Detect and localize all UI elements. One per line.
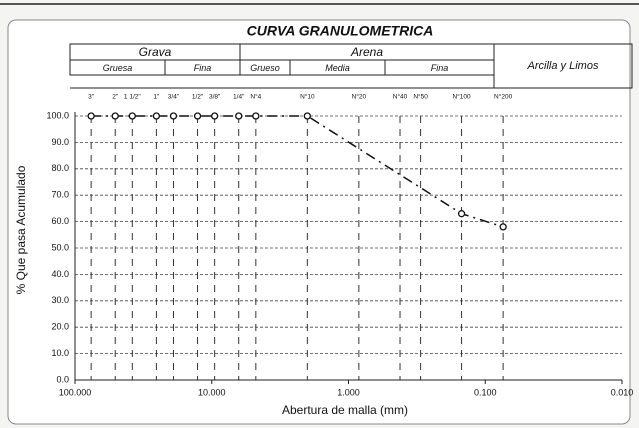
sieve-label: 1/2" xyxy=(192,94,204,101)
data-point xyxy=(152,112,161,120)
x-tick-label: 0.010 xyxy=(611,387,634,397)
sieve-label: 3" xyxy=(88,94,95,101)
data-point xyxy=(169,112,178,120)
sieve-label: 1 1/2" xyxy=(124,94,141,101)
chart-title: CURVA GRANULOMETRICA xyxy=(247,23,434,39)
data-point xyxy=(457,210,466,218)
y-tick-label: 40.0 xyxy=(51,269,69,279)
y-axis-label: % Que pasa Acumulado xyxy=(14,165,28,294)
zone-label: Arcilla y Limos xyxy=(527,60,599,72)
data-point xyxy=(235,112,243,120)
data-point xyxy=(499,223,507,231)
data-point xyxy=(128,112,136,120)
y-tick-label: 30.0 xyxy=(51,295,69,305)
sieve-label: 1/4" xyxy=(233,94,245,101)
subzone-label: Fina xyxy=(431,63,449,73)
x-tick-label: 10.000 xyxy=(198,387,226,397)
data-point xyxy=(87,112,95,120)
x-axis-label: Abertura de malla (mm) xyxy=(282,403,408,417)
y-tick-label: 80.0 xyxy=(51,163,69,173)
sieve-label: 3/8" xyxy=(209,94,221,101)
x-tick-label: 0.100 xyxy=(474,387,497,397)
sieve-label: N°4 xyxy=(250,93,261,101)
subzone-label: Grueso xyxy=(250,63,280,73)
zone-label: Arena xyxy=(350,45,383,59)
y-tick-label: 0.0 xyxy=(56,374,69,384)
subzone-label: Gruesa xyxy=(103,63,133,73)
y-tick-label: 60.0 xyxy=(51,216,69,226)
y-tick-label: 10.0 xyxy=(51,348,69,358)
sieve-label: N°100 xyxy=(452,93,471,101)
x-tick-label: 100.000 xyxy=(59,387,92,397)
sieve-label: N°10 xyxy=(300,93,315,101)
data-point xyxy=(252,112,260,120)
sieve-label: 2" xyxy=(112,94,119,101)
data-point xyxy=(303,112,311,120)
sieve-label: N°50 xyxy=(413,93,428,101)
y-tick-label: 90.0 xyxy=(51,137,69,147)
frame xyxy=(7,19,631,425)
y-tick-label: 100.0 xyxy=(46,110,69,120)
y-tick-label: 20.0 xyxy=(51,322,69,332)
data-point xyxy=(111,112,119,120)
sieve-label: N°20 xyxy=(352,93,367,101)
data-point xyxy=(193,112,202,120)
y-tick-label: 50.0 xyxy=(51,242,69,252)
data-point xyxy=(210,112,219,120)
sieve-label: N°200 xyxy=(494,93,513,101)
sieve-label: 1" xyxy=(153,94,160,101)
y-tick-label: 70.0 xyxy=(51,190,69,200)
subzone-label: Media xyxy=(325,63,350,73)
sieve-label: N°40 xyxy=(393,93,408,101)
sieve-label: 3/4" xyxy=(168,94,180,101)
subzone-label: Fina xyxy=(194,63,212,73)
x-tick-label: 1.000 xyxy=(337,387,360,397)
zone-label: Grava xyxy=(139,45,172,59)
